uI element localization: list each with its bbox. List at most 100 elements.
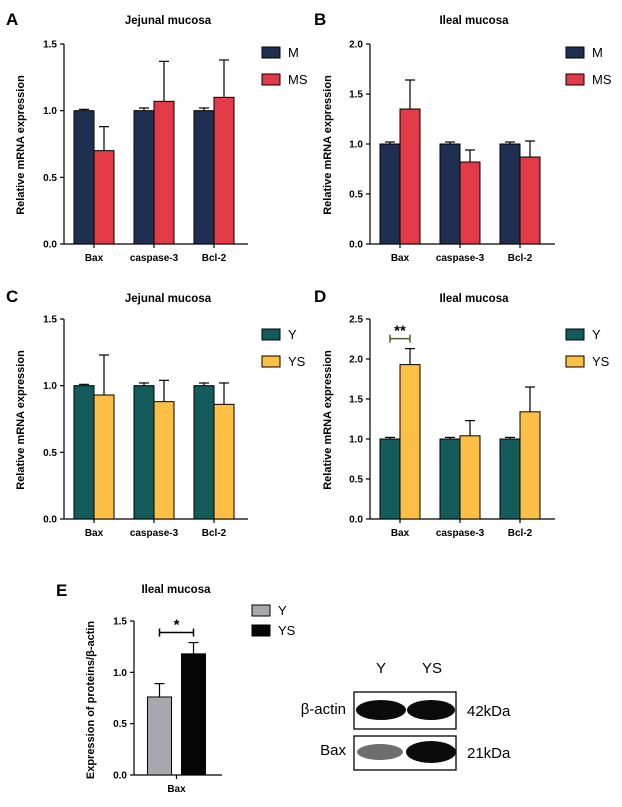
- panel-c-y-tick-label: 0.0: [43, 515, 57, 526]
- panel-b-bar-ms: [459, 161, 481, 245]
- panel-d-bar-y: [379, 438, 401, 520]
- panel-c-y-tick-label: 1.5: [43, 315, 57, 326]
- panel-b-legend-swatch-ms: [565, 73, 585, 86]
- panel-a-y-tick-label: 1.0: [43, 106, 57, 117]
- panel-d-y-tick-label: 1.5: [349, 395, 363, 406]
- wb-band-beta-actin-ys: [407, 700, 455, 720]
- panel-e-title: Ileal mucosa: [141, 584, 211, 596]
- panel-d-x-tick-label: Bax: [391, 528, 410, 539]
- panel-c-x-tick-label: caspase-3: [130, 528, 179, 539]
- panel-b-legend-label-m: M: [592, 45, 603, 60]
- panel-letter-b: B: [314, 10, 326, 29]
- panel-b-bar-m: [379, 143, 401, 245]
- panel-d-y-tick-label: 0.5: [349, 475, 363, 486]
- panel-b-bar-m: [439, 143, 461, 245]
- panel-a: A Jejunal mucosa Relative mRNA expressio…: [6, 10, 308, 264]
- panel-b-x-tick-label: Bcl-2: [508, 253, 533, 264]
- panel-c-bar-ys: [93, 394, 115, 520]
- panel-c-bar-y: [73, 385, 95, 520]
- panel-a-y-tick-label: 1.5: [43, 40, 57, 51]
- panel-letter-e: E: [56, 581, 67, 600]
- wb-size-label-21kda: 21kDa: [467, 745, 511, 762]
- panel-a-legend-label-m: M: [288, 45, 299, 60]
- panel-d-legend-label-y: Y: [592, 327, 601, 342]
- panel-b-x-tick-label: Bax: [391, 253, 410, 264]
- panel-e-bar-ys: [181, 653, 206, 776]
- panel-a-bar-m: [193, 110, 215, 245]
- panel-e-y-tick-label: 1.0: [113, 668, 127, 679]
- panel-b-y-axis-label: Relative mRNA expression: [322, 75, 334, 215]
- panel-d-bar-y: [499, 438, 521, 520]
- panel-e-y-tick-label: 0.0: [113, 771, 127, 782]
- panel-d-y-tick-label: 2.5: [349, 315, 363, 326]
- panel-c-bar-y: [133, 385, 155, 520]
- panel-e-bar-y: [147, 696, 172, 776]
- panel-c-legend-swatch-y: [261, 328, 281, 341]
- panel-c-x-tick-label: Bax: [85, 528, 104, 539]
- panel-c-bar-ys: [153, 401, 175, 520]
- panel-a-legend-swatch-m: [261, 46, 281, 59]
- panel-d-y-tick-label: 0.0: [349, 515, 363, 526]
- wb-size-label-42kda: 42kDa: [467, 703, 511, 720]
- panel-a-bar-m: [73, 110, 95, 245]
- wb-protein-label-beta-actin: β-actin: [301, 701, 346, 718]
- panel-b-x-tick-label: caspase-3: [436, 253, 485, 264]
- panel-d-bar-y: [439, 438, 461, 520]
- panel-e-legend-swatch-ys: [251, 624, 271, 637]
- panel-d: D Ileal mucosa Relative mRNA expression …: [314, 287, 610, 539]
- wb-band-bax-y: [357, 744, 403, 760]
- panel-b-title: Ileal mucosa: [439, 15, 509, 27]
- panel-b-legend-swatch-m: [565, 46, 585, 59]
- panel-e-legend-label-y: Y: [278, 603, 287, 618]
- panel-c-legend-label-ys: YS: [288, 354, 306, 369]
- panel-a-y-axis-label: Relative mRNA expression: [15, 75, 27, 215]
- panel-a-x-tick-label: Bax: [85, 253, 104, 264]
- panel-e-significance-label: *: [174, 617, 180, 634]
- panel-b-y-tick-label: 0.5: [349, 190, 363, 201]
- panel-b-bar-ms: [519, 156, 541, 245]
- wb-band-beta-actin-y: [356, 700, 406, 720]
- panel-b-y-tick-label: 0.0: [349, 240, 363, 251]
- panel-e: E Ileal mucosa Expression of proteins/β-…: [56, 581, 296, 795]
- panel-d-bar-ys: [459, 435, 481, 520]
- panel-c-y-tick-label: 1.0: [43, 381, 57, 392]
- panel-b-y-tick-label: 1.0: [349, 140, 363, 151]
- panel-a-bar-m: [133, 110, 155, 245]
- panel-a-y-tick-label: 0.5: [43, 173, 57, 184]
- panel-e-y-tick-label: 0.5: [113, 719, 127, 730]
- panel-b-y-tick-label: 1.5: [349, 90, 363, 101]
- panel-d-y-tick-label: 1.0: [349, 435, 363, 446]
- panel-c-legend-swatch-ys: [261, 355, 281, 368]
- panel-d-y-tick-label: 2.0: [349, 355, 363, 366]
- panel-b-bar-ms: [399, 108, 421, 245]
- panel-d-significance-label: **: [394, 323, 406, 340]
- panel-a-y-tick-label: 0.0: [43, 240, 57, 251]
- panel-a-legend-label-ms: MS: [288, 72, 308, 87]
- panel-d-bar-ys: [399, 364, 421, 520]
- panel-e-legend-label-ys: YS: [278, 623, 296, 638]
- panel-b-legend-label-ms: MS: [592, 72, 612, 87]
- wb-band-bax-ys: [406, 741, 456, 763]
- panel-a-bar-ms: [213, 96, 235, 245]
- panel-d-title: Ileal mucosa: [439, 293, 509, 305]
- wb-protein-label-bax: Bax: [320, 742, 346, 759]
- panel-b-bar-m: [499, 143, 521, 245]
- panel-a-title: Jejunal mucosa: [125, 15, 212, 27]
- panel-d-x-tick-label: caspase-3: [436, 528, 485, 539]
- panel-d-y-axis-label: Relative mRNA expression: [322, 350, 334, 490]
- panel-c-title: Jejunal mucosa: [125, 293, 212, 305]
- wb-lane-label-ys: YS: [422, 660, 442, 677]
- panel-c-legend-label-y: Y: [288, 327, 297, 342]
- panel-a-legend-swatch-ms: [261, 73, 281, 86]
- panel-e-x-tick-label: Bax: [167, 784, 186, 795]
- panel-d-bar-ys: [519, 411, 541, 520]
- panel-c: C Jejunal mucosa Relative mRNA expressio…: [6, 287, 306, 539]
- panel-b-y-tick-label: 2.0: [349, 40, 363, 51]
- panel-d-x-tick-label: Bcl-2: [508, 528, 533, 539]
- panel-c-y-axis-label: Relative mRNA expression: [15, 350, 27, 490]
- panel-e-legend-swatch-y: [251, 604, 271, 617]
- panel-d-legend-label-ys: YS: [592, 354, 610, 369]
- panel-d-legend-swatch-y: [565, 328, 585, 341]
- panel-c-y-tick-label: 0.5: [43, 448, 57, 459]
- panel-a-x-tick-label: Bcl-2: [202, 253, 227, 264]
